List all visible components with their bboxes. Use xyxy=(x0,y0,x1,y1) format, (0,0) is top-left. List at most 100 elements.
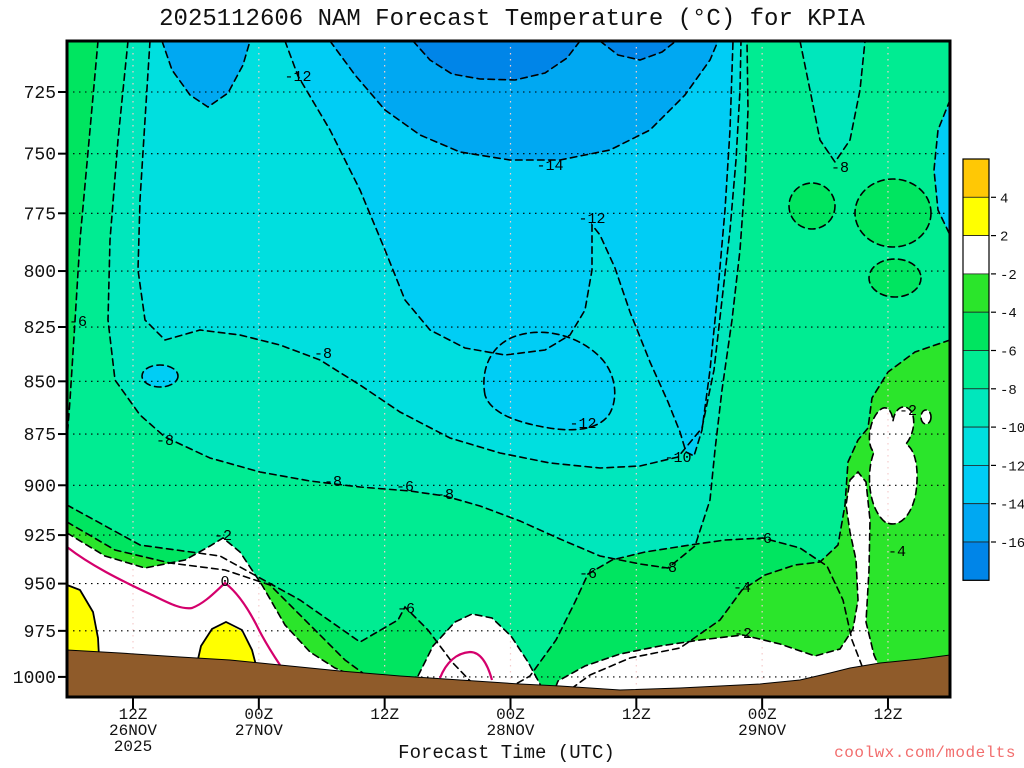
contour-label--6-4: -6 xyxy=(69,314,87,331)
contour-line--2-dot xyxy=(920,409,932,425)
contour-label--6-17: -6 xyxy=(579,566,597,583)
x-tick-label: 29NOV xyxy=(738,722,786,740)
watermark-link[interactable]: coolwx.com/modelts xyxy=(834,744,1016,762)
contour-line--2-dome1 xyxy=(67,532,366,697)
vertical-gridlines xyxy=(132,41,889,697)
band-fill-left--6to-4 xyxy=(67,41,98,440)
contour-line--16-b xyxy=(599,41,677,61)
contour-label--12-0: -12 xyxy=(284,69,311,86)
contour-label--2-21: -2 xyxy=(734,626,752,643)
contour-label--8-18: -8 xyxy=(659,560,677,577)
contour-line--2-blob xyxy=(868,406,918,525)
contour-line-plus2-left xyxy=(67,584,100,658)
band-fill-below-16-b xyxy=(600,41,676,60)
x-tick-label: 00Z xyxy=(748,706,777,724)
contour-label--14-1: -14 xyxy=(536,158,563,175)
colorbar-label--2: -2 xyxy=(1000,268,1017,284)
x-tick-label: 12Z xyxy=(119,706,148,724)
contour-line-right-sliver xyxy=(933,99,950,236)
band-fill-tongue--10to-8 xyxy=(800,41,865,162)
contour-line--4-left xyxy=(67,521,421,697)
x-tick-label: 00Z xyxy=(496,706,525,724)
contour-line-layer xyxy=(67,41,950,697)
contour-line--6-lower xyxy=(67,504,906,697)
contour-line--6-left xyxy=(67,41,99,441)
zero-degree-line-left xyxy=(67,546,281,666)
band-fill--16to-14-left xyxy=(162,41,250,107)
contour-line-tr-c xyxy=(868,258,922,298)
x-tick-label: 2025 xyxy=(114,738,152,756)
y-tick-label-975: 975 xyxy=(24,623,56,643)
colorbar-frame xyxy=(962,158,990,581)
band-fill-below-16-a xyxy=(413,41,580,80)
contour-line--4-right xyxy=(559,339,950,697)
zero-degree-line-mid xyxy=(438,650,494,681)
x-tick-label: 28NOV xyxy=(486,722,534,740)
colorbar-label--10: -10 xyxy=(1000,421,1024,437)
contour-line--10 xyxy=(137,41,742,469)
colorbar-label-2: 2 xyxy=(1000,230,1008,246)
y-tick-label-750: 750 xyxy=(24,146,56,166)
contour-label--12-2: -12 xyxy=(578,211,605,228)
colorbar-segment-3 xyxy=(962,273,990,313)
contour-line--14-main xyxy=(329,41,719,161)
y-tick-label-875: 875 xyxy=(24,426,56,446)
x-tick-label: 12Z xyxy=(622,706,651,724)
colorbar-legend: 4 2 -2 -4 -6 -8 -10 -12 -14 -16 xyxy=(962,158,1024,581)
x-tick-label: 00Z xyxy=(244,706,273,724)
contour-label--2-13: -2 xyxy=(214,528,232,545)
y-tick-label-925: 925 xyxy=(24,527,56,547)
colorbar-segment-1 xyxy=(962,196,990,237)
contour-line--2-dome2 xyxy=(412,613,546,697)
colorbar-segment-5 xyxy=(962,350,990,390)
colorbar-segment-9 xyxy=(962,503,990,543)
x-tick-label: 27NOV xyxy=(235,722,283,740)
y-tick-label-800: 800 xyxy=(24,263,56,283)
contour-line--2-bottom xyxy=(551,470,894,697)
colorbar-label--12: -12 xyxy=(1000,459,1024,475)
colorbar-label--16: -16 xyxy=(1000,536,1024,552)
band-fill-yellow-left xyxy=(67,586,98,656)
contour-label--10-8: -10 xyxy=(664,450,691,467)
colorbar-label--6: -6 xyxy=(1000,345,1017,361)
contour-line--16-a xyxy=(412,41,581,81)
band-fill-white-dot xyxy=(921,410,931,424)
contour-label-0-14: 0 xyxy=(220,574,229,591)
colorbar-label--4: -4 xyxy=(1000,306,1017,322)
contour-line--12 xyxy=(284,41,734,458)
contour-label--6-15: -6 xyxy=(754,531,772,548)
contour-label--8-6: -8 xyxy=(156,433,174,450)
colorbar-segment-6 xyxy=(962,388,990,428)
colorbar-label--8: -8 xyxy=(1000,383,1017,399)
contour-line-small-pocket xyxy=(141,364,179,388)
y-tick-label-900: 900 xyxy=(24,477,56,497)
contour-line--14-left xyxy=(161,41,251,108)
x-tick-label: 12Z xyxy=(370,706,399,724)
contour-label--2-9: -2 xyxy=(899,403,917,420)
colorbar-segment-8 xyxy=(962,464,990,505)
x-tick-label: 12Z xyxy=(874,706,903,724)
colorbar-label-4: 4 xyxy=(1000,191,1008,207)
contour-line-mid-pocket xyxy=(483,331,616,431)
colorbar-segment-7 xyxy=(962,426,990,466)
x-tick-label: 26NOV xyxy=(109,722,157,740)
y-tick-label-775: 775 xyxy=(24,205,56,225)
x-axis-title: Forecast Time (UTC) xyxy=(398,742,615,764)
contour-fill-layer xyxy=(67,41,950,697)
y-axis-tick-labels: 725 750 775 800 825 850 875 900 925 950 975 1000 xyxy=(13,84,56,689)
y-tick-label-850: 850 xyxy=(24,373,56,393)
colorbar-segment-2 xyxy=(962,235,990,275)
contour-label--6-11: -6 xyxy=(396,479,414,496)
y-tick-label-825: 825 xyxy=(24,319,56,339)
band-fill--8to-6 xyxy=(67,41,950,697)
band-fill-tr-green-a xyxy=(789,183,835,229)
band-fill-tr-green-b xyxy=(855,179,931,247)
contour-label--8-5: -8 xyxy=(314,346,332,363)
chart-title: 2025112606 NAM Forecast Temperature (°C)… xyxy=(159,6,865,33)
contour-line-tr-a xyxy=(788,182,836,230)
contour-label--8-3: -8 xyxy=(831,160,849,177)
colorbar-segment-0 xyxy=(962,158,990,198)
contour-label--12-7: -12 xyxy=(569,416,596,433)
